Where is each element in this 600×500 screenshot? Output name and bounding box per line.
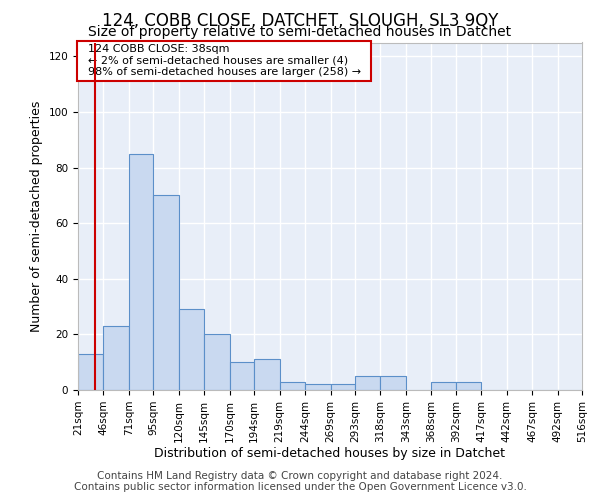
Bar	[230, 362, 254, 390]
X-axis label: Distribution of semi-detached houses by size in Datchet: Distribution of semi-detached houses by …	[155, 448, 505, 460]
Bar	[204, 334, 230, 390]
Bar	[331, 384, 355, 390]
Bar	[254, 360, 280, 390]
Text: Contains HM Land Registry data © Crown copyright and database right 2024.
Contai: Contains HM Land Registry data © Crown c…	[74, 471, 526, 492]
Bar	[431, 382, 456, 390]
Bar	[78, 354, 103, 390]
Bar	[355, 376, 380, 390]
Bar	[179, 310, 204, 390]
Bar	[154, 196, 179, 390]
Bar	[103, 326, 129, 390]
Bar	[456, 382, 481, 390]
Bar	[380, 376, 406, 390]
Bar	[305, 384, 331, 390]
Text: Size of property relative to semi-detached houses in Datchet: Size of property relative to semi-detach…	[88, 25, 512, 39]
Text: 124, COBB CLOSE, DATCHET, SLOUGH, SL3 9QY: 124, COBB CLOSE, DATCHET, SLOUGH, SL3 9Q…	[102, 12, 498, 30]
Bar	[280, 382, 305, 390]
Bar	[129, 154, 154, 390]
Y-axis label: Number of semi-detached properties: Number of semi-detached properties	[30, 100, 43, 332]
Text: 124 COBB CLOSE: 38sqm  
  ← 2% of semi-detached houses are smaller (4)  
  98% o: 124 COBB CLOSE: 38sqm ← 2% of semi-detac…	[80, 44, 368, 78]
